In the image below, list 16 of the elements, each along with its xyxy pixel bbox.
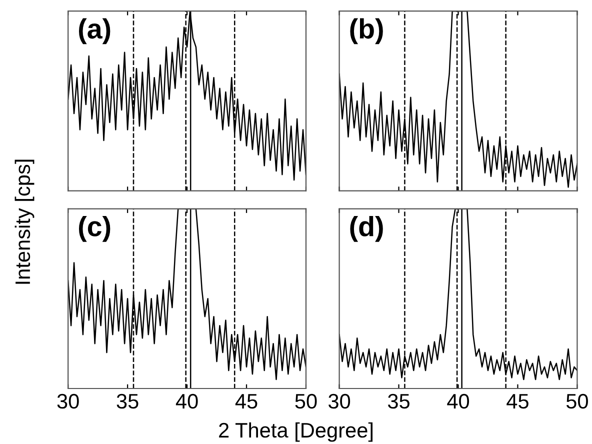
x-tick-label: 35 — [116, 394, 138, 409]
chart-title: (b) — [350, 18, 383, 44]
x-tick-label: 45 — [235, 394, 258, 409]
x-tick-label: 50 — [295, 394, 317, 409]
x-tick-label: 30 — [57, 394, 79, 409]
y-axis-title: Intensity [cps] — [14, 160, 34, 284]
x-tick-label: 40 — [176, 394, 198, 409]
x-tick-label: 40 — [447, 394, 470, 409]
chart-title: (a) — [78, 18, 110, 44]
x-tick-label: 50 — [566, 394, 588, 409]
chart-title: (d) — [350, 216, 383, 242]
x-tick-label: 35 — [388, 394, 410, 409]
x-tick-label: 45 — [506, 394, 528, 409]
chart-title: (c) — [78, 216, 110, 242]
x-axis-title: 2 Theta [Degree] — [219, 422, 373, 442]
x-tick-label: 30 — [328, 394, 350, 409]
